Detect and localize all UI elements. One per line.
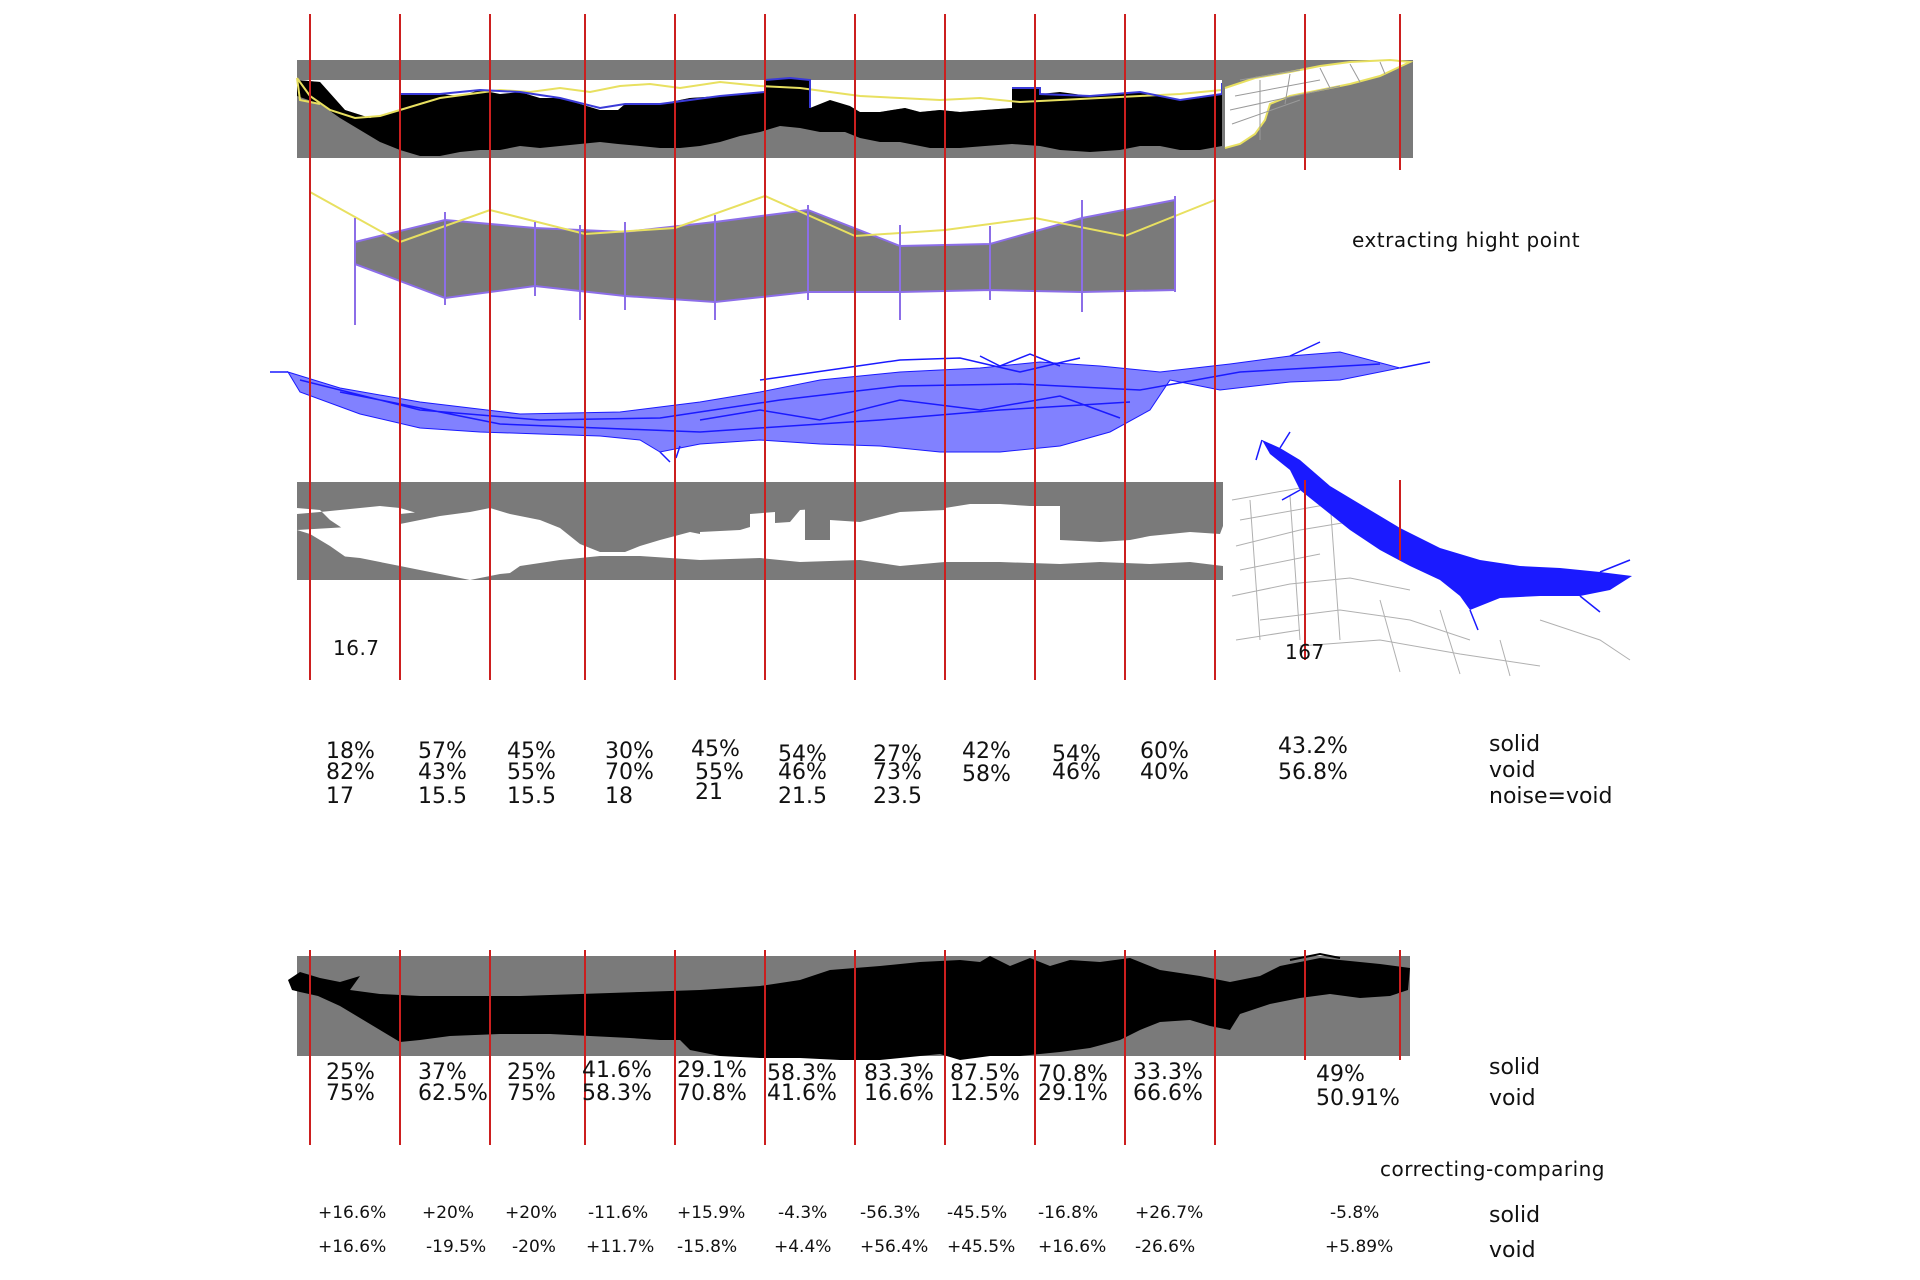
table3-solid-label: solid <box>1489 1203 1541 1228</box>
table1-solid-cell: 45% <box>507 739 556 764</box>
table3-solid-cell: +16.6% <box>318 1203 387 1223</box>
table3-void-cell: -15.8% <box>677 1237 738 1257</box>
table2-solid-cell: 70.8% <box>1038 1062 1108 1087</box>
table1-noise-cell: 21.5 <box>778 784 827 809</box>
table1-void-cell: 82% <box>326 760 375 785</box>
table1-noise-cell: 15.5 <box>418 784 467 809</box>
table1-noise-cell: 21 <box>695 780 723 805</box>
table2-void-label: void <box>1489 1086 1536 1111</box>
table3-void-cell: -20% <box>512 1237 556 1257</box>
table1-solid-cell: 43.2% <box>1278 734 1348 759</box>
scale-label-left: 16.7 <box>333 636 380 660</box>
table3-void-cell: -19.5% <box>426 1237 487 1257</box>
red-guide-lines <box>309 14 1401 1145</box>
table2-void-cell: 41.6% <box>767 1081 837 1106</box>
table3-void-label: void <box>1489 1238 1536 1263</box>
height-point-profile <box>309 191 1216 325</box>
table1-solid-cell: 30% <box>605 739 654 764</box>
table3-solid-cell: +20% <box>422 1203 475 1223</box>
table2-solid-cell: 83.3% <box>864 1061 934 1086</box>
table3-solid-cell: -4.3% <box>778 1203 828 1223</box>
table3-void-cell: +45.5% <box>947 1237 1016 1257</box>
table2-solid-cell: 25% <box>326 1060 375 1085</box>
movement-trace-cloud <box>270 341 1431 463</box>
table1-void-cell: 56.8% <box>1278 760 1348 785</box>
table3-void-cell: +11.7% <box>586 1237 655 1257</box>
table1-void-cell: 70% <box>605 760 654 785</box>
table2-void-cell: 62.5% <box>418 1081 488 1106</box>
table2-solid-label: solid <box>1489 1055 1541 1080</box>
table3-solid-cell: -5.8% <box>1330 1203 1380 1223</box>
table1-void-cell: 46% <box>1052 760 1101 785</box>
table1-solid-label: solid <box>1489 732 1541 757</box>
table2-solid-cell: 58.3% <box>767 1061 837 1086</box>
table1-noise-cell: 15.5 <box>507 784 556 809</box>
table3-solid-cell: +15.9% <box>677 1203 746 1223</box>
table2-void-cell: 75% <box>507 1081 556 1106</box>
scale-label-right: 167 <box>1285 640 1325 664</box>
table2-solid-cell: 87.5% <box>950 1061 1020 1086</box>
table3-void-cell: +5.89% <box>1325 1237 1394 1257</box>
table1-solid-cell: 45% <box>691 737 740 762</box>
table3-solid-cell: +20% <box>505 1203 558 1223</box>
table2-void-cell: 16.6% <box>864 1081 934 1106</box>
correcting-label: correcting-comparing <box>1380 1157 1605 1181</box>
table1-noise-label: noise=void <box>1489 784 1613 809</box>
table3-void-cell: -26.6% <box>1135 1237 1196 1257</box>
mass-section <box>288 952 1410 1060</box>
table1-solid-cell: 27% <box>873 742 922 767</box>
table2-void-cell: 66.6% <box>1133 1081 1203 1106</box>
table2-void-cell: 58.3% <box>582 1081 652 1106</box>
table2-solid-cell: 29.1% <box>677 1058 747 1083</box>
table3-void-cell: +16.6% <box>318 1237 387 1257</box>
table3-void-cell: +16.6% <box>1038 1237 1107 1257</box>
table1-void-cell: 40% <box>1140 760 1189 785</box>
table1-void-cell: 73% <box>873 760 922 785</box>
table2-void-cell: 75% <box>326 1081 375 1106</box>
table1-noise-cell: 17 <box>326 784 354 809</box>
inset-3d-view <box>1228 431 1634 678</box>
table2-void-cell: 12.5% <box>950 1081 1020 1106</box>
table1-solid-cell: 54% <box>778 742 827 767</box>
table2-solid-cell: 33.3% <box>1133 1060 1203 1085</box>
table1-solid-cell: 42% <box>962 739 1011 764</box>
table2-void-cell: 70.8% <box>677 1081 747 1106</box>
table3-solid-cell: -45.5% <box>947 1203 1008 1223</box>
table3-void-cell: +56.4% <box>860 1237 929 1257</box>
table3-solid-cell: -11.6% <box>588 1203 649 1223</box>
table1-void-cell: 55% <box>507 760 556 785</box>
extracting-label: extracting hight point <box>1352 228 1581 252</box>
table1-void-cell: 55% <box>695 760 744 785</box>
table2-solid-cell: 41.6% <box>582 1058 652 1083</box>
table1-noise-cell: 23.5 <box>873 784 922 809</box>
table3-solid-cell: -56.3% <box>860 1203 921 1223</box>
table1-noise-cell: 18 <box>605 784 633 809</box>
table1-solid-cell: 57% <box>418 739 467 764</box>
solid-void-strip <box>297 482 1223 580</box>
table1-solid-cell: 54% <box>1052 742 1101 767</box>
table3-solid-cell: -16.8% <box>1038 1203 1099 1223</box>
table1-void-cell: 58% <box>962 762 1011 787</box>
table3-solid-cell: +26.7% <box>1135 1203 1204 1223</box>
table2-solid-cell: 37% <box>418 1060 467 1085</box>
table2-solid-cell: 49% <box>1316 1062 1365 1087</box>
table1-solid-cell: 60% <box>1140 739 1189 764</box>
table1-void-cell: 43% <box>418 760 467 785</box>
table3-void-cell: +4.4% <box>774 1237 832 1257</box>
table1-solid-cell: 18% <box>326 739 375 764</box>
table2-void-cell: 29.1% <box>1038 1081 1108 1106</box>
table2-void-cell: 50.91% <box>1316 1086 1400 1111</box>
table2-solid-cell: 25% <box>507 1060 556 1085</box>
table1-void-label: void <box>1489 758 1536 783</box>
table1-void-cell: 46% <box>778 760 827 785</box>
